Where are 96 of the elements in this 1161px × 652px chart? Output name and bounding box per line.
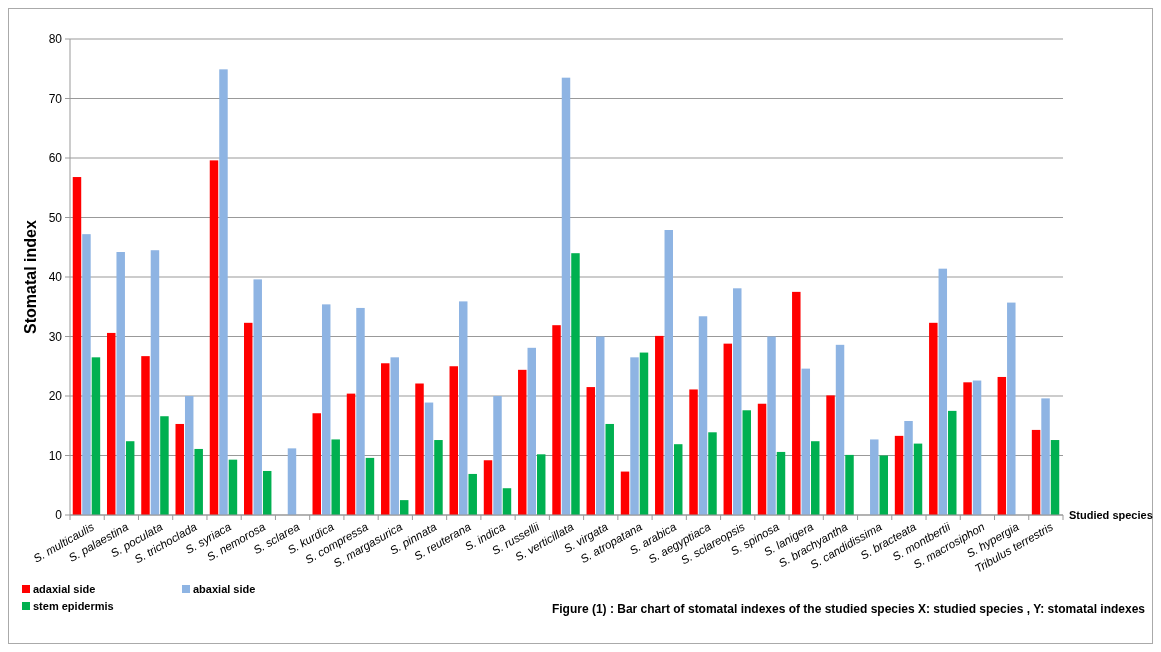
bar [801,368,811,515]
bar [106,332,116,515]
bar [620,471,630,515]
bar [415,383,424,515]
bar [835,344,845,515]
bar [776,451,786,515]
bar [733,288,742,515]
bar [723,343,733,515]
bar [605,423,614,515]
bar [175,423,184,515]
bar [434,440,443,515]
y-tick-label: 80 [48,32,63,47]
bar [449,366,458,515]
bar [82,234,91,515]
bar [312,413,321,515]
bar [184,396,194,515]
bar [1031,429,1041,515]
bar [244,322,253,515]
legend-label: abaxial side [193,583,256,595]
bar [674,444,683,515]
bar [346,393,356,515]
y-tick-label: 50 [48,210,63,225]
legend-label: stem epidermis [33,600,114,612]
bar [870,439,879,515]
bar [390,357,399,515]
bar [929,322,938,515]
bar [459,301,468,515]
bar [125,441,135,515]
bar [321,304,331,515]
bar [424,402,434,515]
bar [356,307,365,515]
bar [757,403,767,515]
bar [792,291,801,515]
bar [468,473,477,515]
bar [228,459,238,515]
bar [536,454,546,515]
y-tick-label: 70 [48,91,63,106]
bar [997,376,1007,515]
x-axis-title: Studied species [1069,509,1153,521]
bar [253,279,262,515]
y-tick-label: 0 [55,508,63,523]
bar [219,69,228,515]
bar [894,435,904,515]
bar [698,316,708,515]
bar [72,177,82,515]
bar [664,230,673,515]
bar [879,455,888,515]
bar [689,389,698,515]
bar [502,488,512,515]
y-axis-title: Stomatal index [22,220,39,334]
text: Figure (1) : Bar chart of stomatal indexes of the studied species X: studied species , Y: stomatal indexes [551,602,1146,616]
bar [586,387,596,515]
bar [767,336,776,515]
y-tick-label: 30 [48,329,63,344]
bar [194,448,203,515]
bar [262,470,272,515]
y-tick-label: 60 [48,151,63,166]
bar [811,441,820,515]
bar [518,369,527,515]
bar [493,396,502,515]
bar [1041,398,1050,515]
y-tick-label: 40 [48,270,63,285]
bar [913,443,923,515]
bar [116,252,125,515]
bar [552,325,561,515]
bar [365,457,375,515]
bar [209,160,219,515]
bar [571,253,580,515]
bar [141,356,150,515]
bar [845,454,854,515]
bar [655,335,664,515]
bar [1007,302,1016,515]
bar [639,352,649,515]
bar [91,357,101,515]
bar [963,382,972,515]
bar [150,250,160,515]
bar [331,439,340,515]
bar [708,432,717,515]
bar [904,420,913,515]
bar [630,357,639,515]
bar [160,416,169,515]
bar [287,448,297,515]
bar [527,347,536,515]
bar [561,77,571,515]
bar [948,410,957,515]
bar [596,336,605,515]
bar [742,410,751,515]
bar [972,380,982,515]
y-tick-label: 10 [48,448,63,463]
bar [381,363,390,515]
legend-label: adaxial side [33,583,96,595]
y-tick-label: 20 [48,389,63,404]
bar [1050,440,1060,515]
bar [483,460,493,515]
bar [938,268,948,515]
bar [826,395,835,515]
